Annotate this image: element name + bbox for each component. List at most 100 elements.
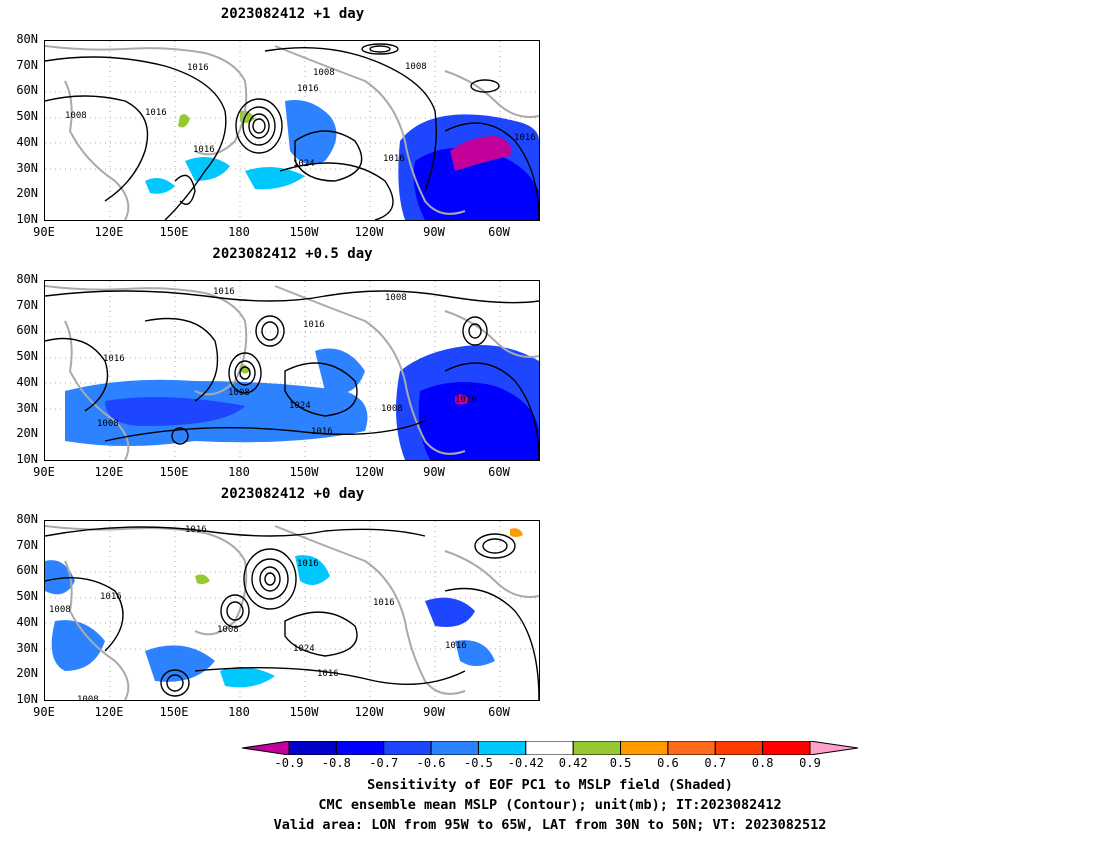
contour-label: 1008 [97, 419, 119, 429]
lat-tick-label: 20N [16, 426, 38, 441]
contour-label: 1016 [311, 427, 333, 437]
lon-tick-label: 120E [94, 465, 124, 479]
lat-tick-label: 10N [16, 451, 38, 466]
contour-label: 1008 [217, 625, 239, 635]
colorbar-bin [620, 741, 669, 755]
contour-label: 1016 [514, 133, 536, 143]
colorbar-tick-label: -0.6 [416, 756, 446, 770]
contour-label: 1008 [405, 62, 427, 72]
colorbar-tick-label: 0.6 [657, 756, 679, 770]
panel-title-2: 2023082412 +0.5 day [212, 246, 373, 262]
colorbar [242, 741, 859, 755]
contour-label: 1016 [103, 354, 125, 364]
colorbar-high-arrow [809, 741, 859, 755]
contour-label: 1016 [145, 108, 167, 118]
lat-tick-label: 40N [16, 134, 38, 149]
contour-label: 1016 [317, 669, 339, 679]
contour-labels: 1016 1008 1016 1016 1008 1024 1016 1008 … [97, 287, 477, 437]
lat-tick-label: 10N [16, 691, 38, 706]
lat-tick-label: 70N [16, 537, 38, 552]
contour-label: 1016 [297, 84, 319, 94]
panel-title-1: 2023082412 +1 day [220, 6, 365, 22]
lat-tick-label: 30N [16, 160, 38, 175]
contour-label: 1016 [373, 598, 395, 608]
contour-label: 1016 [383, 154, 405, 164]
lat-tick-label: 20N [16, 666, 38, 681]
sensitivity-shading [145, 100, 539, 220]
colorbar-bin [383, 741, 432, 755]
lon-tick-label: 120E [94, 225, 124, 239]
lat-tick-label: 20N [16, 186, 38, 201]
contour-label: 1016 [303, 320, 325, 330]
lon-tick-label: 150W [289, 225, 319, 239]
map-panel-1: 1016 1008 1008 1016 1008 1016 1016 1024 … [44, 40, 540, 221]
contour-label: 1016 [185, 525, 207, 535]
lon-tick-label: 60W [488, 705, 510, 719]
lon-tick-label: 120W [354, 465, 384, 479]
contour-label: 1016 [455, 395, 477, 405]
contour-label: 1008 [385, 293, 407, 303]
lat-tick-label: 80N [16, 32, 38, 46]
contour-label: 1016 [297, 559, 319, 569]
contour-label: 1008 [381, 404, 403, 414]
lon-tick-label: 90W [423, 705, 445, 719]
colorbar-bin [572, 741, 622, 755]
lat-tick-label: 50N [16, 349, 38, 364]
lon-tick-label: 90W [423, 225, 445, 239]
caption-line-2: CMC ensemble mean MSLP (Contour); unit(m… [318, 797, 782, 813]
coastlines [45, 45, 539, 220]
lon-tick-label: 150E [159, 225, 189, 239]
colorbar-bin [762, 741, 811, 755]
contour-label: 1024 [293, 644, 315, 654]
lat-tick-label: 30N [16, 640, 38, 655]
colorbar-tick-label: -0.8 [321, 756, 351, 770]
colorbar-tick-label: 0.42 [558, 756, 588, 770]
lon-tick-label: 150W [289, 705, 319, 719]
contour-label: 1024 [293, 159, 315, 169]
lon-tick-label: 150E [159, 465, 189, 479]
panel-title-3: 2023082412 +0 day [220, 486, 365, 502]
contour-label: 1016 [187, 63, 209, 73]
isobars [45, 290, 539, 460]
colorbar-bin [525, 741, 574, 755]
lat-tick-label: 40N [16, 374, 38, 389]
sensitivity-shading [45, 528, 523, 688]
colorbar-tick-label: -0.42 [507, 756, 544, 770]
contour-label: 1008 [228, 388, 250, 398]
coastlines [45, 525, 539, 700]
colorbar-tick-label: 0.7 [704, 756, 727, 770]
contour-label: 1016 [193, 145, 215, 155]
lon-tick-label: 90E [33, 705, 55, 719]
colorbar-tick-label: -0.5 [464, 756, 493, 770]
lat-tick-label: 60N [16, 323, 38, 338]
lon-tick-label: 120W [354, 705, 384, 719]
colorbar-tick-label: -0.7 [369, 756, 399, 770]
contour-label: 1016 [213, 287, 235, 297]
map-panel-2: 1016 1008 1016 1016 1008 1024 1016 1008 … [44, 280, 540, 461]
contour-label: 1008 [65, 111, 87, 121]
lon-tick-label: 180 [228, 705, 250, 719]
lat-tick-label: 70N [16, 57, 38, 72]
contour-label: 1016 [445, 641, 467, 651]
lon-tick-label: 150W [289, 465, 319, 479]
lat-tick-label: 60N [16, 83, 38, 98]
lat-tick-label: 70N [16, 297, 38, 312]
lat-tick-label: 60N [16, 563, 38, 578]
isobars [45, 526, 539, 700]
colorbar-tick-label: 0.5 [609, 756, 632, 770]
coastlines [45, 285, 539, 460]
lat-tick-label: 30N [16, 400, 38, 415]
colorbar-low-arrow [242, 741, 290, 755]
lon-tick-label: 60W [488, 465, 510, 479]
lon-tick-label: 90W [423, 465, 445, 479]
contour-labels: 1016 1008 1008 1016 1008 1016 1016 1024 … [65, 62, 536, 169]
colorbar-tick-label: 0.8 [751, 756, 774, 770]
lon-tick-label: 150E [159, 705, 189, 719]
lat-tick-label: 50N [16, 109, 38, 124]
contour-label: 1024 [289, 401, 311, 411]
lat-tick-label: 40N [16, 614, 38, 629]
contour-label: 1008 [313, 68, 335, 78]
contour-label: 1016 [100, 592, 122, 602]
lat-tick-label: 80N [16, 512, 38, 526]
lon-tick-label: 180 [228, 465, 250, 479]
